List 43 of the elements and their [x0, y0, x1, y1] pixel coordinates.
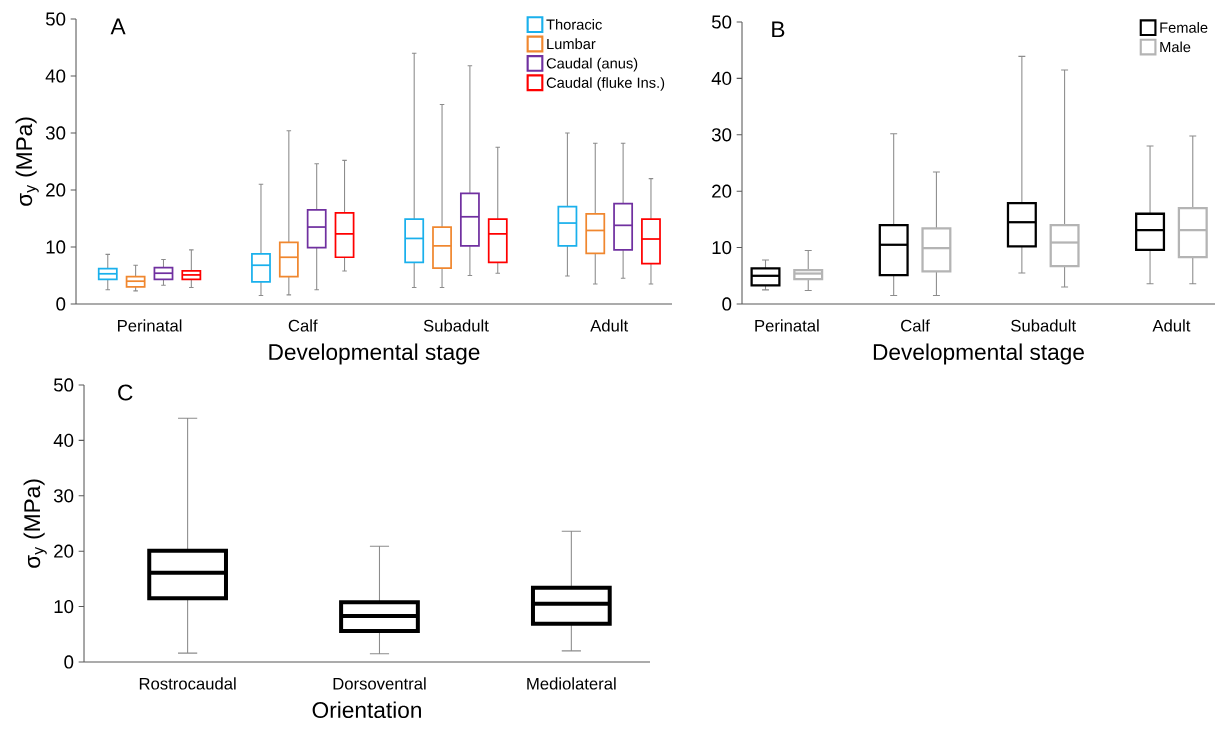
y-tick-label: 20 — [46, 183, 66, 197]
legend-label: Caudal (anus) — [546, 57, 638, 72]
y-tick-label: 10 — [712, 240, 732, 255]
x-axis-title: Developmental stage — [873, 343, 1084, 365]
y-tick-label: 0 — [722, 297, 732, 311]
y-tick-label: 40 — [45, 69, 66, 83]
chart-title: A — [110, 18, 126, 35]
y-tick-label: 50 — [711, 15, 732, 29]
y-axis-title: σ$_{y}$ (MPa) — [15, 117, 39, 206]
y-axis-title: σ$_{y}$ (MPa) — [23, 479, 47, 568]
y-tick-label: 0 — [64, 655, 74, 669]
x-tick-label: Calf — [901, 319, 930, 332]
y-tick-label: 20 — [712, 184, 732, 198]
y-tick-label: 10 — [46, 240, 66, 254]
y-tick-label: 50 — [53, 378, 74, 392]
x-tick-label: Adult — [590, 319, 629, 332]
legend-label: Thoracic — [546, 18, 602, 30]
y-tick-label: 0 — [56, 297, 66, 311]
legend-label: Lumbar — [547, 38, 596, 50]
y-tick-label: 20 — [54, 544, 74, 558]
legend-label: Caudal (fluke Ins.) — [546, 77, 665, 91]
y-tick-label: 40 — [711, 71, 732, 86]
y-tick-label: 30 — [711, 128, 732, 142]
y-tick-label: 30 — [45, 126, 66, 140]
x-tick-label: Mediolateral — [527, 677, 616, 690]
chart-title: B — [772, 21, 785, 38]
x-tick-label: Perinatal — [118, 319, 182, 332]
x-tick-label: Calf — [288, 319, 318, 332]
y-tick-label: 40 — [53, 433, 74, 447]
legend-label: Female — [1160, 22, 1208, 33]
chart-title: C — [118, 384, 133, 401]
legend-label: Male — [1160, 41, 1191, 53]
x-axis-title: Developmental stage — [269, 343, 480, 365]
x-axis-title: Orientation — [312, 701, 421, 719]
y-tick-label: 50 — [45, 12, 66, 26]
x-tick-label: Perinatal — [755, 319, 819, 332]
x-tick-label: Rostrocaudal — [139, 677, 236, 690]
x-tick-label: Subadult — [1011, 319, 1076, 332]
x-tick-label: Dorsoventral — [333, 677, 426, 690]
x-tick-label: Adult — [1152, 319, 1191, 332]
y-tick-label: 30 — [53, 489, 74, 503]
y-tick-label: 10 — [54, 599, 74, 614]
x-tick-label: Subadult — [423, 319, 489, 332]
